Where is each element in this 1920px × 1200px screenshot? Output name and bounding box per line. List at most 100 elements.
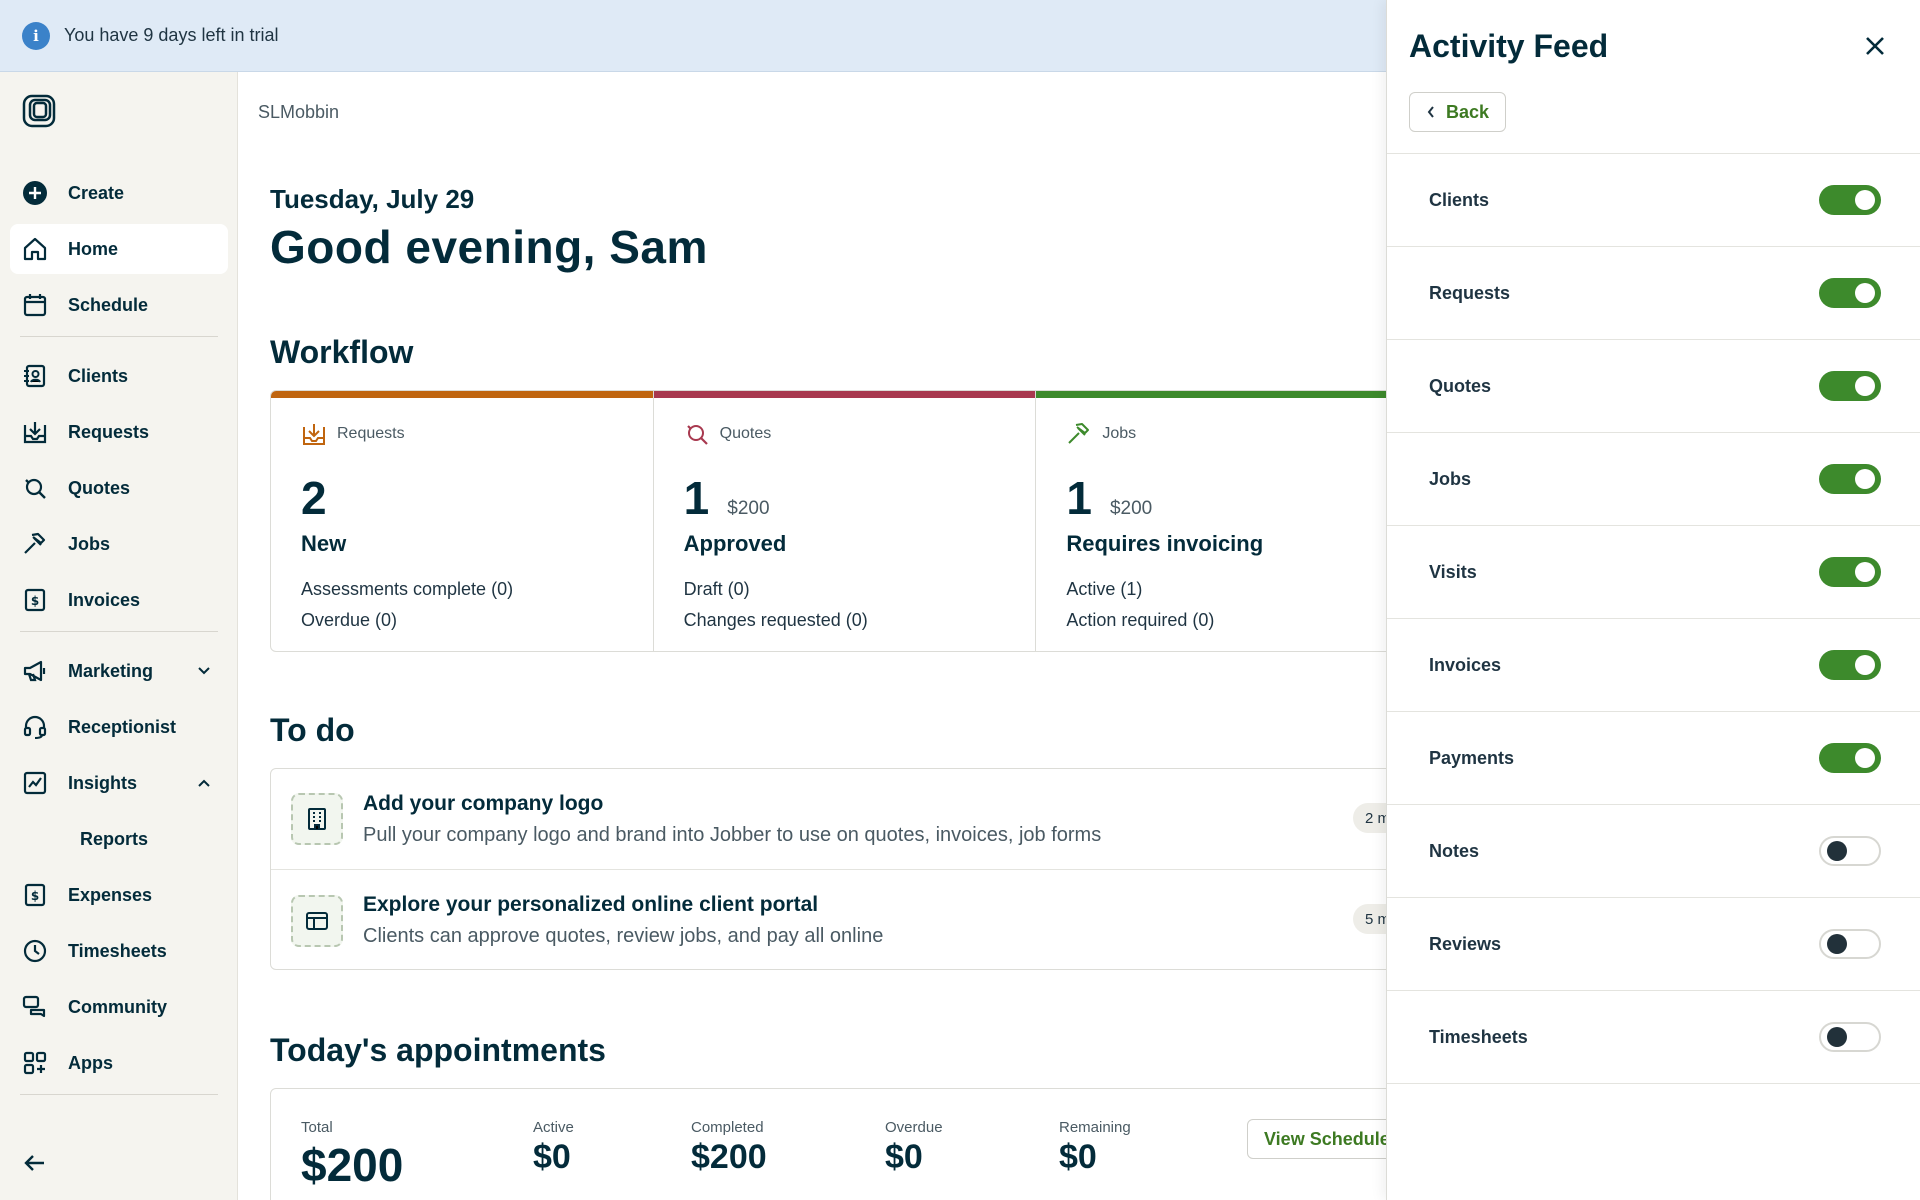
sidebar-item-expenses[interactable]: $ Expenses bbox=[10, 870, 228, 920]
feed-toggle-row: Notes bbox=[1387, 805, 1920, 898]
home-icon bbox=[22, 236, 48, 262]
plus-circle-icon bbox=[22, 180, 48, 206]
toggle-switch[interactable] bbox=[1819, 278, 1881, 308]
toggle-switch[interactable] bbox=[1819, 557, 1881, 587]
stat-value: $0 bbox=[1059, 1138, 1097, 1176]
sidebar-item-schedule[interactable]: Schedule bbox=[10, 280, 228, 330]
receipt-dollar-icon: $ bbox=[22, 882, 48, 908]
todo-item-title: Explore your personalized online client … bbox=[363, 893, 819, 916]
sidebar-item-marketing[interactable]: Marketing bbox=[10, 646, 228, 696]
close-button[interactable] bbox=[1859, 30, 1891, 62]
layout-window-icon bbox=[291, 894, 343, 947]
stat-label: Remaining bbox=[1059, 1119, 1131, 1136]
sidebar-item-requests[interactable]: Requests bbox=[10, 407, 228, 457]
sidebar-item-insights[interactable]: Insights bbox=[10, 758, 228, 808]
chevron-down-icon[interactable] bbox=[194, 666, 214, 676]
sidebar-item-receptionist[interactable]: Receptionist bbox=[10, 702, 228, 752]
workflow-color-bar bbox=[271, 391, 653, 398]
inbox-download-icon bbox=[303, 424, 325, 445]
chat-bubbles-icon bbox=[22, 994, 48, 1020]
headset-icon bbox=[22, 714, 48, 740]
todo-item-description: Pull your company logo and brand into Jo… bbox=[363, 823, 1102, 846]
view-schedule-button[interactable]: View Schedule bbox=[1247, 1119, 1407, 1159]
workflow-title: Workflow bbox=[270, 334, 414, 370]
sidebar-item-apps[interactable]: Apps bbox=[10, 1038, 228, 1088]
sidebar-item-create[interactable]: Create bbox=[10, 168, 228, 218]
chevron-left-icon bbox=[1426, 105, 1436, 119]
todo-item-client-portal[interactable]: Explore your personalized online client … bbox=[271, 870, 1419, 969]
workflow-card-label: Jobs bbox=[1102, 425, 1137, 442]
jobber-logo-icon[interactable] bbox=[22, 94, 56, 128]
sidebar-item-jobs[interactable]: Jobs bbox=[10, 519, 228, 569]
toggle-switch[interactable] bbox=[1819, 743, 1881, 773]
toggle-knob bbox=[1855, 655, 1875, 675]
sidebar-item-label: Quotes bbox=[68, 477, 131, 498]
sidebar-item-timesheets[interactable]: Timesheets bbox=[10, 926, 228, 976]
sidebar-item-label: Insights bbox=[68, 772, 138, 793]
feed-toggle-label: Invoices bbox=[1429, 654, 1502, 675]
sidebar-divider bbox=[20, 336, 218, 337]
stat-total: Total $200 bbox=[301, 1119, 403, 1192]
activity-feed-panel: Activity Feed Back Clients Requests Quot… bbox=[1386, 0, 1920, 1200]
sidebar-item-reports[interactable]: Reports bbox=[10, 814, 228, 864]
workflow-card-jobs[interactable]: Jobs 1 $200 Requires invoicing Active (1… bbox=[1036, 391, 1419, 651]
calendar-icon bbox=[22, 292, 48, 318]
sidebar-item-label: Marketing bbox=[68, 660, 154, 681]
svg-text:$: $ bbox=[31, 889, 39, 903]
workflow-card-quotes[interactable]: Quotes 1 $200 Approved Draft (0) Changes… bbox=[653, 391, 1037, 651]
sidebar-item-clients[interactable]: Clients bbox=[10, 351, 228, 401]
hammer-icon bbox=[22, 531, 48, 557]
toggle-switch[interactable] bbox=[1819, 929, 1881, 959]
chevron-up-icon[interactable] bbox=[194, 778, 214, 788]
arrow-left-icon bbox=[24, 1155, 44, 1171]
todo-item-company-logo[interactable]: Add your company logo Pull your company … bbox=[271, 769, 1419, 870]
account-name[interactable]: SLMobbin bbox=[258, 102, 340, 122]
collapse-sidebar-button[interactable] bbox=[22, 1150, 48, 1181]
feed-toggle-label: Quotes bbox=[1429, 375, 1492, 396]
back-button-label: Back bbox=[1446, 101, 1490, 122]
feed-toggle-row: Jobs bbox=[1387, 433, 1920, 526]
close-icon bbox=[1866, 37, 1884, 55]
workflow-status: New bbox=[301, 531, 347, 556]
toggle-switch[interactable] bbox=[1819, 1022, 1881, 1052]
sidebar-item-invoices[interactable]: $ Invoices bbox=[10, 575, 228, 625]
appointments-summary: Total $200 Active $0 Completed $200 Over… bbox=[270, 1088, 1420, 1200]
workflow-subcount[interactable]: Draft (0) bbox=[683, 579, 750, 599]
sidebar-item-community[interactable]: Community bbox=[10, 982, 228, 1032]
workflow-card-requests[interactable]: Requests 2 New Assessments complete (0) … bbox=[271, 391, 654, 651]
workflow-cards: Requests 2 New Assessments complete (0) … bbox=[270, 390, 1420, 652]
sidebar-item-label: Requests bbox=[68, 421, 150, 442]
workflow-subcount[interactable]: Active (1) bbox=[1066, 579, 1143, 599]
main-content: SLMobbin Tuesday, July 29 Good evening, … bbox=[238, 72, 1420, 1200]
appointments-title: Today's appointments bbox=[270, 1032, 606, 1068]
stat-label: Total bbox=[301, 1119, 333, 1136]
toggle-knob bbox=[1855, 283, 1875, 303]
workflow-subcount[interactable]: Action required (0) bbox=[1066, 610, 1215, 630]
quote-magnifier-icon bbox=[22, 475, 48, 501]
toggle-switch[interactable] bbox=[1819, 836, 1881, 866]
toggle-knob bbox=[1855, 376, 1875, 396]
toggle-switch[interactable] bbox=[1819, 185, 1881, 215]
address-book-icon bbox=[22, 363, 48, 389]
panel-title: Activity Feed bbox=[1409, 28, 1609, 64]
megaphone-icon bbox=[22, 658, 48, 684]
feed-toggle-label: Clients bbox=[1429, 189, 1490, 210]
back-button[interactable]: Back bbox=[1409, 92, 1507, 132]
sidebar-item-quotes[interactable]: Quotes bbox=[10, 463, 228, 513]
workflow-color-bar bbox=[653, 391, 1036, 398]
sidebar-item-home[interactable]: Home bbox=[10, 224, 228, 274]
toggle-switch[interactable] bbox=[1819, 650, 1881, 680]
toggle-knob bbox=[1855, 469, 1875, 489]
sidebar-item-label: Jobs bbox=[68, 533, 111, 554]
toggle-knob bbox=[1827, 934, 1847, 954]
workflow-subcount[interactable]: Assessments complete (0) bbox=[301, 579, 514, 599]
stat-value: $200 bbox=[691, 1138, 767, 1176]
feed-toggle-row: Visits bbox=[1387, 526, 1920, 619]
toggle-switch[interactable] bbox=[1819, 371, 1881, 401]
workflow-subcount[interactable]: Changes requested (0) bbox=[683, 610, 868, 630]
sidebar-divider bbox=[20, 631, 218, 632]
toggle-knob bbox=[1827, 1027, 1847, 1047]
info-icon: i bbox=[22, 21, 50, 50]
toggle-switch[interactable] bbox=[1819, 464, 1881, 494]
workflow-subcount[interactable]: Overdue (0) bbox=[301, 610, 398, 630]
